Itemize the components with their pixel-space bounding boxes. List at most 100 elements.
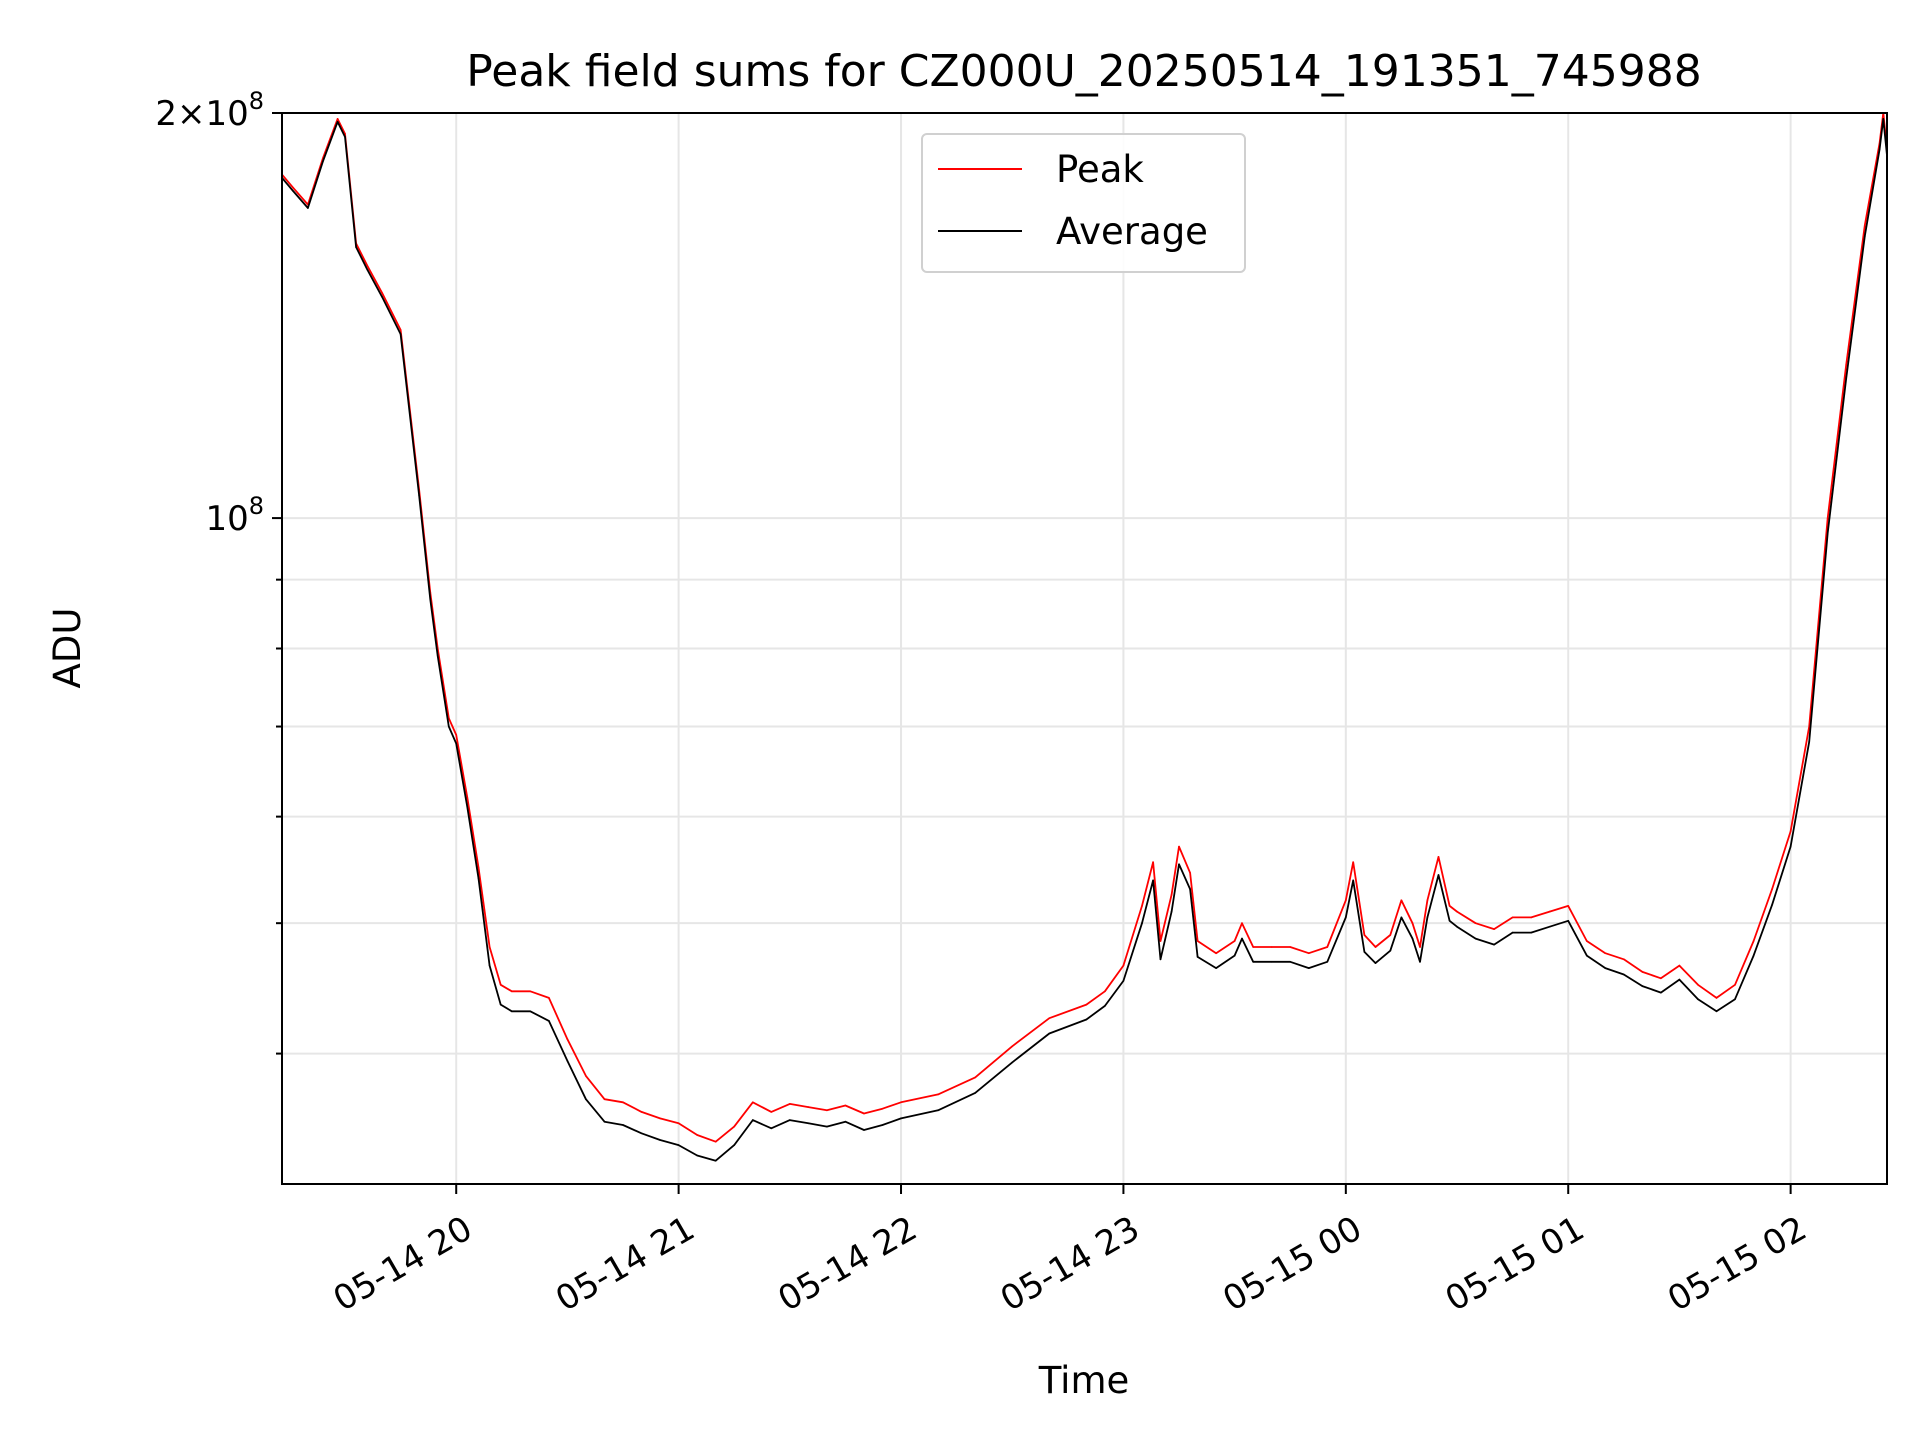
data-point-average (826, 1125, 828, 1128)
data-point-peak (1345, 899, 1347, 902)
data-point-average (1196, 956, 1199, 958)
data-point-average (399, 333, 402, 335)
data-point-average (1882, 118, 1885, 120)
data-point-peak (1289, 946, 1291, 948)
data-point-average (677, 1144, 680, 1146)
y-tick-label: 2×108 (155, 87, 264, 134)
data-point-average (429, 598, 432, 601)
legend: Peak Average (921, 133, 1246, 273)
data-point-average (900, 1117, 902, 1120)
data-point-peak (714, 1140, 717, 1143)
data-point-average (1734, 998, 1736, 1000)
data-point-average (752, 1119, 754, 1121)
data-point-average (1697, 998, 1699, 1000)
legend-label-peak: Peak (1056, 148, 1144, 191)
data-point-peak (1567, 905, 1569, 907)
data-point-peak (1048, 1017, 1051, 1019)
y-axis-label: ADU (46, 608, 89, 689)
data-point-peak (1493, 928, 1495, 930)
data-point-peak (1389, 934, 1392, 936)
data-point-average (1178, 863, 1180, 866)
data-point-peak (1826, 517, 1829, 519)
data-point-peak (659, 1117, 661, 1120)
data-point-peak (381, 292, 383, 294)
data-point-average (1426, 916, 1429, 919)
data-point-average (566, 1060, 569, 1062)
data-point-average (1085, 1018, 1088, 1021)
series-layer (282, 113, 1887, 1162)
data-point-peak (1141, 905, 1143, 907)
data-point-average (1586, 954, 1588, 957)
data-point-peak (1011, 1045, 1013, 1048)
data-point-peak (585, 1075, 587, 1077)
data-point-peak (1270, 946, 1273, 948)
data-point-average (937, 1109, 939, 1112)
data-point-peak (677, 1122, 680, 1125)
data-point-peak (974, 1076, 976, 1079)
data-point-peak (1308, 952, 1310, 954)
data-point-average (696, 1154, 698, 1157)
data-point-average (1548, 925, 1551, 928)
data-point-average (466, 806, 469, 808)
data-point-average (1456, 925, 1458, 928)
data-point-average (789, 1119, 791, 1121)
data-point-peak (770, 1111, 773, 1113)
data-point-peak (511, 990, 513, 993)
data-point-average (1826, 532, 1829, 534)
data-point-peak (1530, 916, 1532, 919)
data-point-average (355, 246, 357, 248)
data-point-average (1604, 967, 1607, 969)
data-point-average (307, 207, 309, 209)
data-point-peak (1189, 872, 1191, 874)
data-point-peak (826, 1109, 828, 1112)
data-point-average (529, 1010, 532, 1013)
series-average (282, 118, 1887, 1162)
data-point-peak (1178, 845, 1180, 848)
data-point-peak (863, 1112, 865, 1115)
data-point-peak (466, 796, 469, 799)
data-point-peak (488, 946, 491, 948)
data-point-average (659, 1139, 661, 1141)
data-point-peak (1152, 861, 1154, 863)
data-point-average (1567, 920, 1569, 922)
data-point-average (1048, 1032, 1051, 1035)
data-point-average (1419, 961, 1421, 963)
data-point-peak (881, 1107, 884, 1110)
data-point-average (1623, 973, 1625, 976)
data-point-average (336, 121, 339, 123)
data-point-peak (1734, 984, 1736, 986)
data-point-average (1122, 980, 1125, 982)
data-point-average (1641, 985, 1644, 987)
data-point-average (1270, 961, 1273, 963)
data-point-average (1511, 931, 1514, 934)
series-peak (282, 113, 1887, 1143)
data-point-average (448, 725, 450, 728)
data-point-average (640, 1132, 643, 1135)
data-point-average (455, 742, 458, 745)
data-point-average (477, 877, 480, 879)
data-point-peak (1252, 946, 1254, 948)
data-point-average (1308, 967, 1310, 969)
legend-label-average: Average (1056, 210, 1208, 253)
data-point-average (1326, 961, 1329, 963)
data-point-peak (733, 1125, 735, 1128)
data-point-peak (1437, 856, 1440, 858)
data-point-average (863, 1129, 865, 1131)
data-point-average (807, 1122, 810, 1125)
data-point-peak (1122, 964, 1125, 967)
data-point-average (1389, 949, 1392, 952)
data-point-average (548, 1020, 550, 1022)
data-point-peak (1085, 1003, 1088, 1006)
data-point-average (1400, 916, 1403, 919)
data-point-average (974, 1092, 976, 1094)
data-point-peak (1196, 940, 1199, 942)
data-point-peak (900, 1101, 902, 1104)
data-point-average (292, 190, 294, 192)
data-point-peak (1641, 971, 1644, 973)
data-point-peak (1678, 964, 1681, 967)
data-point-peak (366, 264, 369, 267)
series-line-peak (282, 113, 1887, 1143)
data-point-peak (1604, 952, 1607, 954)
y-axis: 108 2×108 (155, 87, 282, 1055)
